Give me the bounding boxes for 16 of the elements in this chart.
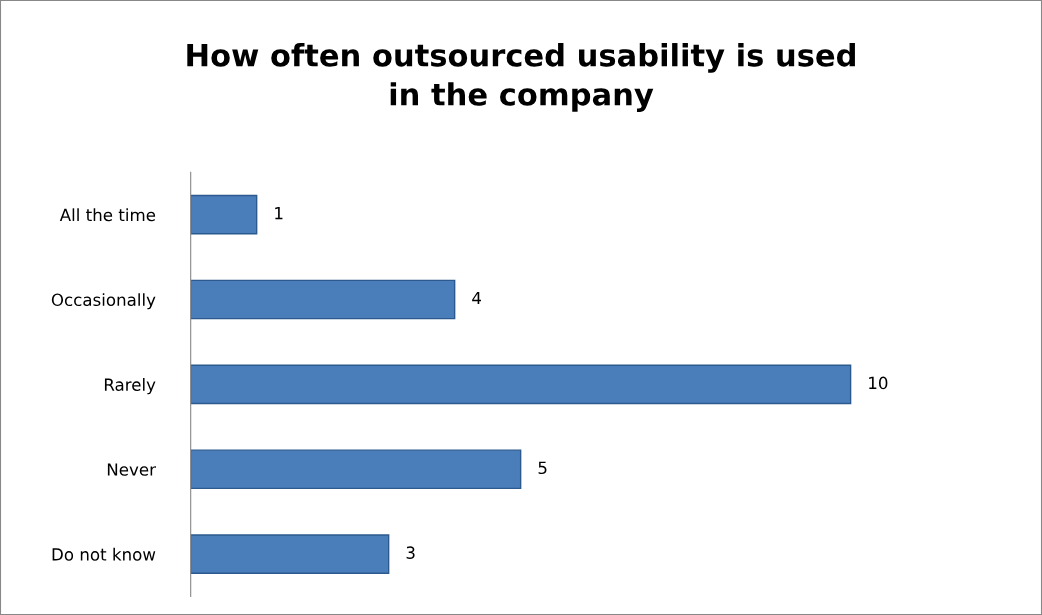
y-tick-label: Occasionally [51, 293, 156, 310]
bar [190, 194, 258, 235]
data-label: 4 [472, 291, 481, 305]
bar [190, 534, 390, 574]
data-label: 5 [538, 461, 547, 475]
data-label: 1 [275, 207, 283, 220]
data-label: 3 [406, 546, 415, 559]
y-tick-label: Rarely [104, 378, 156, 395]
data-label: 10 [869, 376, 888, 390]
bar [190, 279, 456, 320]
y-tick-label: Do not know [52, 547, 156, 561]
chart-title: How often outsourced usability is used in the company [187, 43, 855, 112]
bar [190, 364, 852, 405]
y-tick-label: All the time [59, 208, 156, 222]
bar [190, 449, 522, 490]
y-tick-label: Never [107, 463, 156, 476]
